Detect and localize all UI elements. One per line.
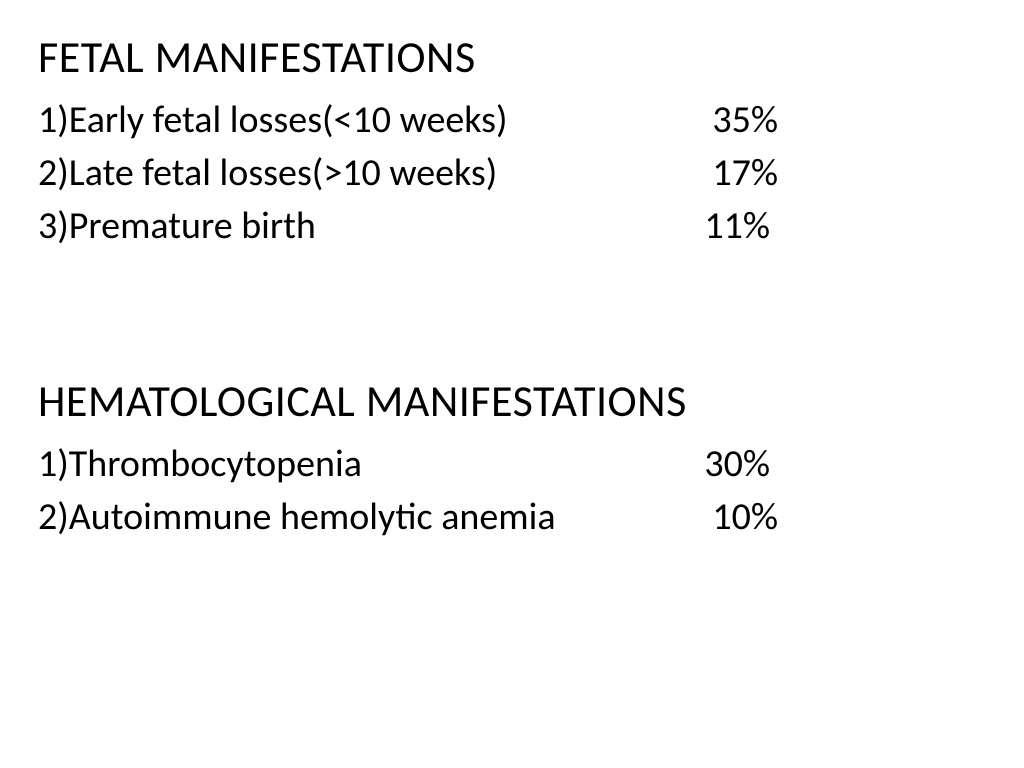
- item-value: 17%: [712, 147, 778, 200]
- list-item: 3)Premature birth 11%: [38, 200, 778, 253]
- section-spacer: [38, 254, 986, 374]
- item-value: 30%: [704, 438, 770, 491]
- item-label: 2)Late fetal losses(>10 weeks): [38, 147, 497, 200]
- item-value: 11%: [704, 200, 770, 253]
- list-item: 2)Late fetal losses(>10 weeks) 17%: [38, 147, 778, 200]
- item-label: 1)Early fetal losses(<10 weeks): [38, 94, 508, 147]
- list-item: 2)Autoimmune hemolytic anemia 10%: [38, 491, 778, 544]
- item-label: 1)Thrombocytopenia: [38, 438, 362, 491]
- section-title-hematological: HEMATOLOGICAL MANIFESTATIONS: [38, 374, 986, 428]
- item-label: 2)Autoimmune hemolytic anemia: [38, 491, 556, 544]
- item-label: 3)Premature birth: [38, 200, 316, 253]
- item-value: 10%: [712, 491, 778, 544]
- section-title-fetal: FETAL MANIFESTATIONS: [38, 30, 986, 84]
- list-item: 1)Thrombocytopenia 30%: [38, 438, 778, 491]
- slide-content: FETAL MANIFESTATIONS 1)Early fetal losse…: [38, 30, 986, 544]
- item-value: 35%: [712, 94, 778, 147]
- list-item: 1)Early fetal losses(<10 weeks) 35%: [38, 94, 778, 147]
